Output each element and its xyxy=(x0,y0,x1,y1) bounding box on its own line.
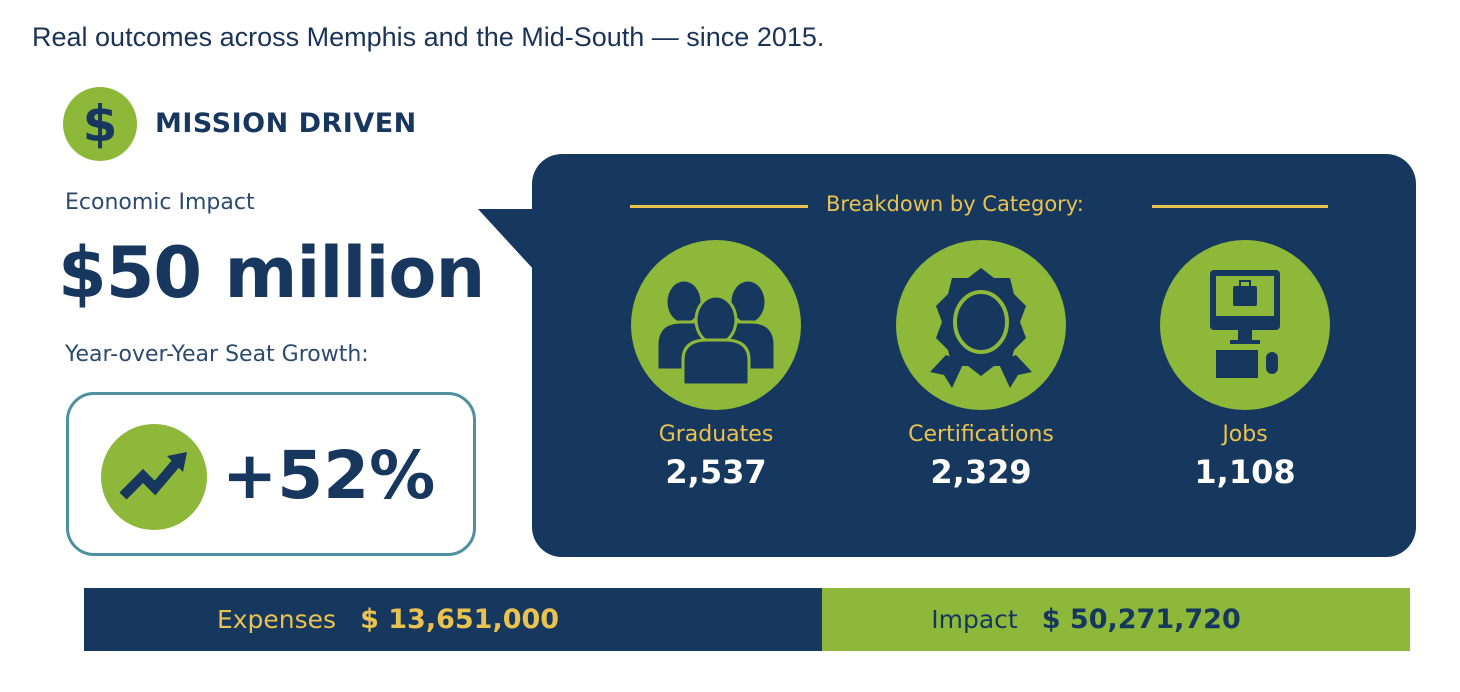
expenses-value: $ 13,651,000 xyxy=(360,604,560,635)
impact-value: $ 50,271,720 xyxy=(1041,604,1241,635)
panel-pointer xyxy=(478,209,546,283)
expenses-bar: Expenses $ 13,651,000 xyxy=(84,588,822,651)
economic-impact-label: Economic Impact xyxy=(65,190,255,215)
impact-bar: Impact $ 50,271,720 xyxy=(822,588,1410,651)
growth-value: +52% xyxy=(222,437,436,514)
category-graduates: Graduates 2,537 xyxy=(616,240,816,491)
growth-box xyxy=(66,392,476,556)
category-value: 1,108 xyxy=(1194,453,1296,491)
category-label: Graduates xyxy=(658,422,774,447)
award-badge-icon xyxy=(896,240,1066,410)
category-value: 2,537 xyxy=(665,453,767,491)
growth-label: Year-over-Year Seat Growth: xyxy=(65,342,369,367)
impact-label: Impact xyxy=(931,605,1018,634)
economic-impact-value: $50 million xyxy=(58,232,485,314)
divider xyxy=(630,205,808,208)
trending-up-icon xyxy=(101,424,207,530)
brand-title: MISSION DRIVEN xyxy=(155,108,417,139)
people-group-icon xyxy=(631,240,801,410)
expenses-label: Expenses xyxy=(216,605,337,634)
breakdown-heading: Breakdown by Category: xyxy=(826,192,1084,216)
category-value: 2,329 xyxy=(930,453,1032,491)
category-label: Certifications xyxy=(908,422,1054,447)
divider xyxy=(1152,205,1328,208)
category-label: Jobs xyxy=(1222,422,1268,447)
computer-briefcase-icon xyxy=(1160,240,1330,410)
category-jobs: Jobs 1,108 xyxy=(1145,240,1345,491)
category-certifications: Certifications 2,329 xyxy=(881,240,1081,491)
dollar-sign-icon: $ xyxy=(63,87,137,161)
page-subtitle: Real outcomes across Memphis and the Mid… xyxy=(32,22,825,52)
